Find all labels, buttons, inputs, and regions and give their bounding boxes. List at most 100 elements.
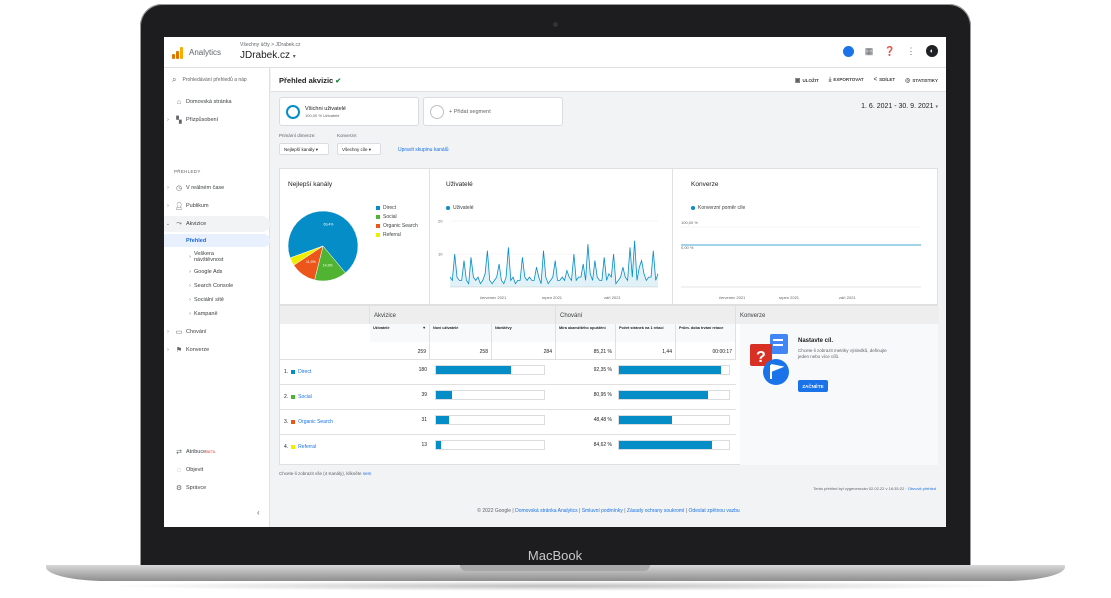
row-bounce-rate: 80,95 % [593, 392, 612, 398]
sidebar-subitem-all-traffic[interactable]: › Veškera návštěvnost [164, 249, 270, 265]
sidebar-item-label: Google Ads [194, 269, 223, 275]
col-avg-session-duration[interactable]: Prům. doba trvání relace [676, 324, 736, 342]
sidebar-item-attribution[interactable]: ⇄ Atribuce BETA [164, 444, 270, 460]
refresh-report-link[interactable]: Obnovit přehled [907, 486, 936, 491]
gear-icon: ⚙ [175, 485, 183, 492]
channel-row-link[interactable]: 2. Social [284, 394, 312, 400]
page-title: Přehled akvizic ✔ [279, 76, 341, 85]
legend-label: Social [383, 214, 397, 220]
notifications-icon[interactable] [843, 45, 854, 57]
footer-link-feedback[interactable]: Odeslat zpětnou vazbu [688, 508, 740, 514]
footer-link-analytics-home[interactable]: Domovská stránka Analytics [515, 508, 578, 514]
more-vert-icon[interactable]: ⋮ [906, 45, 916, 56]
summary-cards: Nejlepší kanály 69,4% 14,9% 11,9% Direct So… [279, 168, 939, 306]
sidebar-item-label: Atribuce [186, 449, 207, 455]
users-share-bar [435, 365, 545, 375]
x-tick-label: srpen 2021 [779, 295, 800, 300]
channel-row-link[interactable]: 1. Direct [284, 369, 311, 375]
sidebar-search[interactable]: ⌕ Prohledávání přehledů a náp [172, 75, 247, 85]
report-generated-note: Tento přehled byl vygenerován 02.02.22 v… [813, 486, 936, 491]
segment-all-users[interactable]: Všichni uživatelé 100,00 % Uživatelé [279, 97, 419, 126]
customize-icon: ▚ [176, 117, 182, 124]
footer-link-terms[interactable]: Smluvní podmínky [581, 508, 623, 514]
sidebar-item-label: Akvizice [186, 221, 207, 227]
sidebar-item-label: Přizpůsobení [186, 117, 219, 123]
sidebar-subitem-google-ads[interactable]: › Google Ads [189, 269, 223, 275]
channel-name: Direct [298, 369, 312, 375]
channel-swatch [291, 445, 296, 449]
save-button[interactable]: ▣ ULOŽIT [795, 77, 819, 84]
get-started-button[interactable]: ZAČNĚTE [798, 380, 828, 392]
sidebar-subitem-social[interactable]: › Sociální sítě [189, 297, 224, 303]
collapse-sidebar-icon[interactable]: ‹ [257, 508, 260, 517]
sidebar-item-label: Objevit [186, 467, 204, 473]
col-sessions[interactable]: Návštěvy [492, 324, 556, 342]
sidebar-item-label: Přehled [186, 237, 207, 244]
sidebar-subitem-search-console[interactable]: › Search Console [189, 283, 234, 289]
share-button[interactable]: < SDÍLET [874, 77, 896, 84]
sidebar-item-admin[interactable]: ⚙ Správce [164, 480, 270, 496]
channel-swatch [291, 395, 296, 399]
col-users[interactable]: Uživatelé ▼ [370, 324, 430, 342]
sidebar-item-customize[interactable]: › ▚ Přizpůsobení [167, 117, 219, 124]
laptop-shadow [100, 581, 1010, 591]
sidebar-subitem-campaigns[interactable]: › Kampaně [189, 311, 218, 317]
chevron-down-icon: ▾ [292, 54, 296, 60]
acquisition-group-header: Akvizice [370, 306, 556, 324]
channel-row-link[interactable]: 4. Referral [284, 444, 316, 450]
bounce-rate-bar [618, 390, 730, 400]
help-icon[interactable]: ❓ [884, 45, 896, 56]
avatar-icon[interactable]: ◐ [926, 45, 938, 57]
pie-legend-item: Referral [376, 232, 401, 238]
sidebar-item-behavior[interactable]: › ▭ Chování [167, 329, 207, 336]
sidebar-item-home[interactable]: ⌂ Domovská stránka [164, 94, 270, 110]
sidebar-item-audience[interactable]: › 👤︎ Publikum [167, 203, 209, 210]
account-breadcrumb[interactable]: Všechny účty > JDrabek.cz [240, 42, 301, 48]
legend-label: Organic Search [383, 223, 418, 229]
x-tick-label: srpen 2021 [542, 295, 563, 300]
apps-grid-icon[interactable]: ▦ [864, 45, 874, 56]
row-users: 39 [421, 392, 427, 398]
add-segment-button[interactable]: + Přidat segment [423, 97, 563, 126]
users-chart-title: Uživatelé [446, 181, 473, 188]
sidebar-item-acquisition[interactable]: ⌄ ⤳ Akvizice [164, 216, 270, 232]
col-bounce-rate[interactable]: Míra okamžitého opuštění [556, 324, 616, 342]
app-title: Analytics [189, 48, 222, 57]
conversion-select[interactable]: Všechny cíle ▾ [337, 143, 381, 155]
total-sessions: 284 [492, 342, 556, 359]
channel-row-link[interactable]: 3. Organic Search [284, 419, 333, 425]
laptop-base [46, 565, 1065, 581]
account-selector[interactable]: JDrabek.cz ▾ [240, 50, 296, 61]
segment-ring-icon [286, 105, 300, 119]
y-tick-label: 20 [438, 219, 443, 224]
col-new-users[interactable]: Noví uživatelé [430, 324, 492, 342]
search-placeholder: Prohledávání přehledů a náp [182, 77, 247, 83]
segment-ring-icon [430, 105, 444, 119]
export-button[interactable]: ⤓ EXPORTOVAT [829, 77, 864, 84]
copyright-text: © 2022 Google | [477, 508, 514, 514]
set-goal-panel: ? Nastavte cíl. Chcete-li zobrazit metri… [740, 324, 938, 465]
sidebar-item-discover[interactable]: ◌ Objevit [164, 462, 270, 478]
sort-desc-icon: ▼ [422, 326, 426, 330]
total-new-users: 258 [430, 342, 492, 359]
sidebar-item-conversions[interactable]: › ⚑ Konverze [167, 347, 210, 354]
show-all-link[interactable]: sem [362, 471, 372, 476]
conversions-card: Konverze Konverzní poměr cíle 100,00 % 0,… [673, 169, 939, 306]
footnote-text: Chcete-li zobrazit vše (4 Kanály), klikn… [279, 471, 362, 476]
edit-channel-groups-link[interactable]: Upravit skupinu kanálů [398, 147, 449, 153]
report-actions: ▣ ULOŽIT ⤓ EXPORTOVAT < SDÍLET ◎ STATISTIKY [795, 77, 938, 84]
primary-dimension-select[interactable]: Nejlepší kanály ▾ [279, 143, 329, 155]
svg-text:?: ? [756, 349, 766, 366]
channel-swatch [291, 420, 296, 424]
sidebar-item-label: Veškera návštěvnost [194, 251, 224, 263]
sidebar-subitem-overview[interactable]: Přehled [164, 234, 270, 247]
insights-button[interactable]: ◎ STATISTIKY [905, 77, 938, 84]
total-pages-per-session: 1,44 [616, 342, 676, 359]
col-pages-per-session[interactable]: Počet stránek na 1 relaci [616, 324, 676, 342]
beta-badge: BETA [206, 450, 216, 454]
footer-link-privacy[interactable]: Zásady ochrany soukromí [626, 508, 685, 514]
date-range-picker[interactable]: 1. 6. 2021 - 30. 9. 2021 ▾ [861, 103, 938, 110]
sidebar-item-realtime[interactable]: › ◷ V reálném čase [167, 185, 225, 192]
legend-swatch [376, 206, 380, 210]
lightbulb-icon: ◌ [176, 466, 182, 474]
